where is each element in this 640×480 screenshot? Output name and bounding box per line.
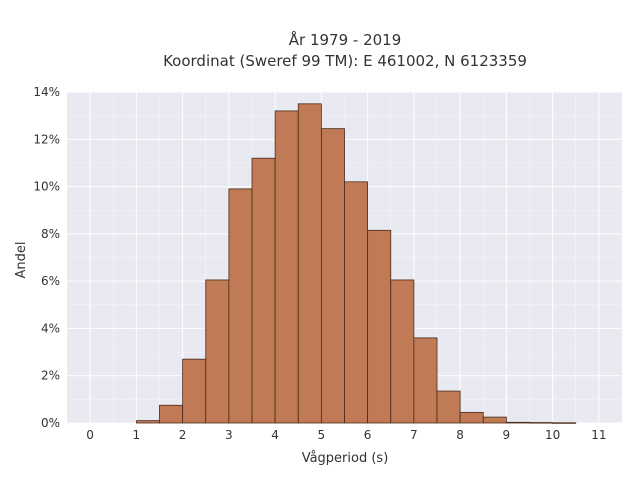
histogram-bar	[436, 390, 461, 424]
histogram-bar	[297, 103, 322, 424]
histogram-bar	[367, 229, 392, 424]
histogram-bar	[459, 411, 484, 424]
y-tick-label: 2%	[41, 369, 60, 383]
histogram-bar	[182, 358, 207, 424]
histogram-bar	[505, 421, 530, 424]
histogram-bar	[135, 420, 160, 424]
y-axis-label: Andel	[14, 242, 29, 279]
y-tick-label: 12%	[33, 132, 60, 146]
y-tick-label: 14%	[33, 85, 60, 99]
histogram-bar	[274, 110, 299, 424]
chart-title-line1: År 1979 - 2019	[289, 30, 402, 49]
x-tick-label: 11	[591, 428, 606, 442]
chart-title-line2: Koordinat (Sweref 99 TM): E 461002, N 61…	[163, 52, 527, 70]
x-tick-label: 5	[318, 428, 326, 442]
histogram-bar	[159, 404, 184, 424]
x-tick-labels: 0 1 2 3 4 5 6 7 8 9 10 11	[86, 428, 606, 442]
y-tick-labels: 0% 2% 4% 6% 8% 10% 12% 14%	[33, 85, 60, 430]
histogram-bar	[205, 279, 230, 424]
x-tick-label: 3	[225, 428, 233, 442]
histogram-bar	[529, 422, 554, 424]
histogram-bar	[482, 416, 507, 424]
histogram-bar	[552, 422, 577, 424]
y-tick-label: 0%	[41, 416, 60, 430]
bars	[135, 103, 577, 424]
x-tick-label: 0	[86, 428, 94, 442]
y-tick-label: 10%	[33, 180, 60, 194]
histogram-bar	[390, 279, 415, 424]
x-tick-label: 2	[179, 428, 187, 442]
x-tick-label: 9	[503, 428, 511, 442]
x-tick-label: 1	[133, 428, 141, 442]
histogram-bar	[251, 157, 276, 424]
x-tick-label: 7	[410, 428, 418, 442]
histogram-bar	[228, 188, 253, 424]
y-tick-label: 8%	[41, 227, 60, 241]
x-tick-label: 6	[364, 428, 372, 442]
histogram-bar	[320, 128, 345, 424]
x-tick-label: 8	[456, 428, 464, 442]
x-axis-label: Vågperiod (s)	[302, 451, 389, 466]
y-tick-label: 6%	[41, 274, 60, 288]
x-tick-label: 10	[545, 428, 560, 442]
histogram-bar	[413, 337, 438, 424]
histogram-bar	[344, 181, 369, 424]
x-tick-label: 4	[271, 428, 279, 442]
y-tick-label: 4%	[41, 321, 60, 335]
